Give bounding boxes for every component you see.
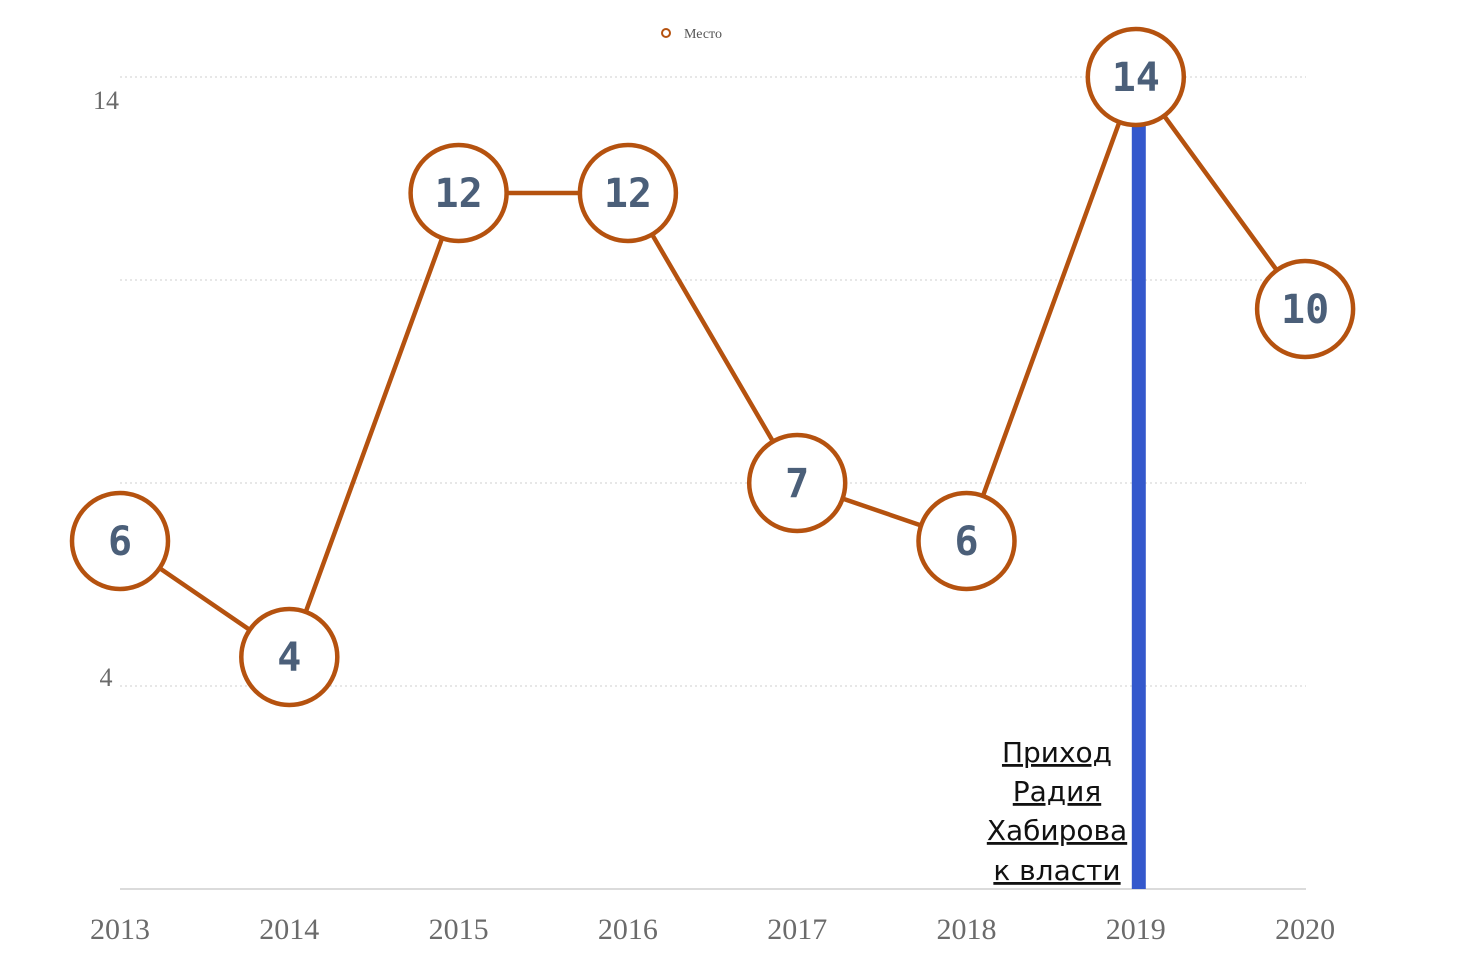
data-point (916, 490, 1017, 592)
data-label: 12 (435, 171, 483, 217)
data-point (1254, 258, 1356, 360)
y-axis: 4 14 (93, 86, 119, 692)
data-point (69, 490, 171, 592)
grid (120, 76, 1306, 890)
x-tick-label: 2015 (429, 913, 489, 946)
series: 6 4 12 12 7 6 14 10 (69, 26, 1356, 708)
legend-label: Место (684, 27, 722, 42)
data-point (239, 606, 340, 708)
data-label: 6 (954, 519, 978, 565)
y-tick-label: 14 (93, 86, 119, 115)
y-tick-label: 4 (100, 663, 113, 692)
data-label: 14 (1112, 55, 1160, 101)
data-point (408, 142, 509, 244)
x-tick-label: 2013 (90, 913, 150, 946)
x-axis: 2013 2014 2015 2016 2017 2018 2019 2020 (90, 913, 1335, 946)
data-point (1085, 26, 1187, 128)
data-label: 4 (277, 635, 301, 681)
series-line (118, 74, 1307, 660)
annotation: Приход Радия Хабирова к власти (987, 107, 1146, 889)
data-label: 12 (604, 171, 652, 217)
x-tick-label: 2017 (767, 913, 827, 946)
data-label: 10 (1281, 287, 1329, 333)
data-point (577, 142, 679, 244)
data-label: 7 (785, 461, 809, 507)
annotation-text-line: Приход (1002, 736, 1112, 769)
x-tick-label: 2019 (1106, 913, 1166, 946)
legend-marker (661, 28, 671, 38)
annotation-text-line: к власти (993, 854, 1120, 887)
x-tick-label: 2016 (598, 913, 658, 946)
x-tick-label: 2014 (259, 913, 319, 946)
annotation-text-line: Радия (1013, 775, 1101, 808)
annotation-text-line: Хабирова (987, 814, 1127, 847)
data-point (746, 432, 848, 534)
x-tick-label: 2020 (1275, 913, 1335, 946)
x-tick-label: 2018 (937, 913, 997, 946)
legend: Место (661, 27, 722, 42)
data-label: 6 (108, 519, 132, 565)
